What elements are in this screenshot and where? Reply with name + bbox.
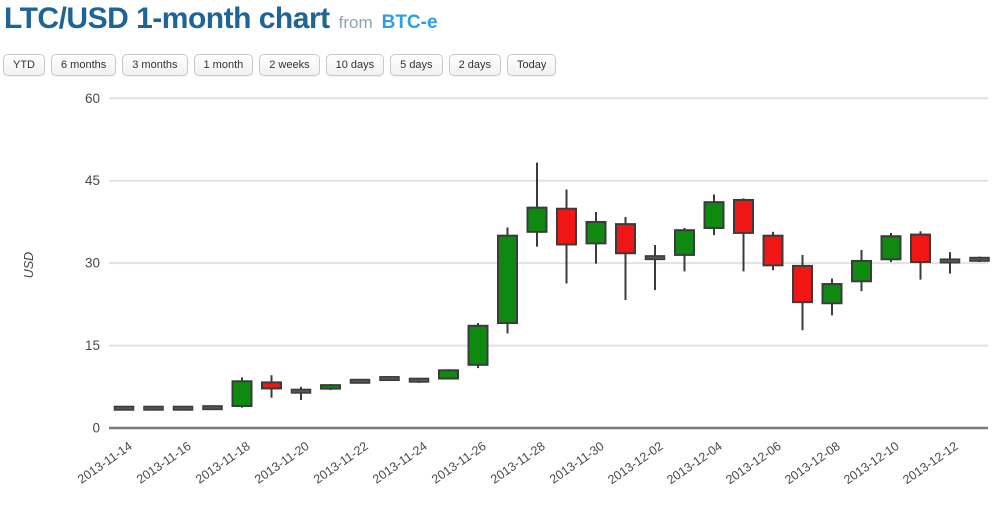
range-button-2-days[interactable]: 2 days (448, 54, 501, 76)
x-tick-label: 2013-11-30 (547, 439, 607, 487)
candle (290, 386, 312, 400)
candle (261, 375, 282, 398)
candle (467, 323, 489, 369)
candle (379, 376, 400, 382)
candle (615, 216, 636, 300)
candle (585, 212, 607, 264)
candle (320, 384, 341, 391)
candle (792, 254, 813, 331)
candle-body (438, 369, 459, 380)
candle-body (320, 384, 341, 390)
candle (408, 377, 430, 383)
candle-body (969, 256, 990, 262)
candle-body (349, 378, 371, 384)
candle-body (615, 223, 636, 255)
candle-body (172, 405, 194, 411)
range-button-6-months[interactable]: 6 months (51, 54, 117, 76)
candle (821, 278, 843, 316)
x-tick-label: 2013-11-14 (75, 439, 135, 487)
candle (703, 194, 725, 236)
candle (231, 377, 253, 408)
x-tick-label: 2013-11-22 (311, 439, 371, 487)
range-button-1-month[interactable]: 1 month (193, 54, 254, 76)
candle-body (821, 283, 843, 305)
candle-body (467, 324, 489, 366)
x-tick-label: 2013-11-24 (370, 439, 430, 487)
candle-body (703, 201, 725, 229)
candle-body (762, 234, 784, 267)
candle (851, 249, 872, 292)
candle-body (792, 264, 813, 304)
range-button-3-months[interactable]: 3 months (122, 54, 188, 76)
x-tick-label: 2013-11-28 (488, 439, 548, 487)
candle (172, 405, 194, 411)
candle-body (939, 258, 961, 264)
candle-body (851, 259, 872, 283)
range-button-10-days[interactable]: 10 days (325, 54, 385, 76)
candle-body (497, 234, 518, 325)
candle (910, 231, 931, 280)
x-tick-label: 2013-12-04 (664, 439, 724, 487)
x-tick-label: 2013-12-06 (723, 439, 783, 487)
x-tick-label: 2013-11-18 (193, 439, 253, 487)
y-tick-label: 0 (92, 421, 100, 436)
candle (762, 231, 784, 271)
range-button-2-weeks[interactable]: 2 weeks (259, 54, 320, 76)
candle (143, 405, 164, 411)
range-button-today[interactable]: Today (506, 54, 557, 76)
page-title: LTC/USD 1-month chart (4, 2, 330, 35)
candle-body (143, 405, 164, 411)
candle (674, 227, 695, 272)
candle (969, 256, 990, 263)
candle (526, 162, 548, 247)
x-tick-label: 2013-11-20 (252, 439, 312, 487)
range-toolbar: YTD 6 months 3 months 1 month 2 weeks 10 days… (3, 54, 557, 76)
candle (497, 227, 518, 334)
candle (733, 198, 754, 272)
candle-body (408, 377, 430, 383)
range-button-ytd[interactable]: YTD (3, 54, 45, 76)
candle-body (113, 405, 135, 411)
y-tick-label: 30 (85, 256, 100, 271)
candle-body (231, 380, 253, 408)
y-axis-title: USD (22, 252, 36, 278)
y-tick-label: 45 (85, 173, 100, 188)
candle-body (379, 376, 400, 382)
candle (202, 405, 223, 411)
candle-body (585, 220, 607, 245)
candle-body (644, 255, 666, 261)
candle (939, 252, 961, 274)
candle (880, 232, 902, 263)
candle (438, 369, 459, 380)
x-tick-label: 2013-12-10 (841, 439, 901, 487)
candle-body (880, 235, 902, 261)
candle (556, 189, 577, 284)
candle-body (526, 206, 548, 233)
candlestick-chart: 0 15 30 45 60 USD 2013-11-14 2013-11-16 2013-11-… (0, 90, 1000, 505)
from-label: from (338, 13, 373, 32)
candle-body (733, 198, 754, 234)
candle (113, 405, 135, 411)
candle (644, 245, 666, 291)
candle (349, 378, 371, 384)
candle-body (910, 233, 931, 264)
chart-header: LTC/USD 1-month chart from BTC-e (4, 2, 438, 36)
candle-body (674, 229, 695, 256)
candle-body (261, 381, 282, 390)
x-tick-label: 2013-11-26 (429, 439, 489, 487)
candle-body (556, 207, 577, 246)
candle-body (290, 388, 312, 394)
range-button-5-days[interactable]: 5 days (390, 54, 443, 76)
x-tick-label: 2013-12-12 (900, 439, 960, 487)
candle-body (202, 405, 223, 411)
x-tick-label: 2013-11-16 (134, 439, 194, 487)
x-tick-label: 2013-12-08 (782, 439, 842, 487)
y-tick-label: 60 (85, 91, 100, 106)
y-tick-label: 15 (85, 338, 100, 353)
x-tick-label: 2013-12-02 (605, 439, 665, 487)
source-link-btce[interactable]: BTC-e (381, 12, 438, 33)
